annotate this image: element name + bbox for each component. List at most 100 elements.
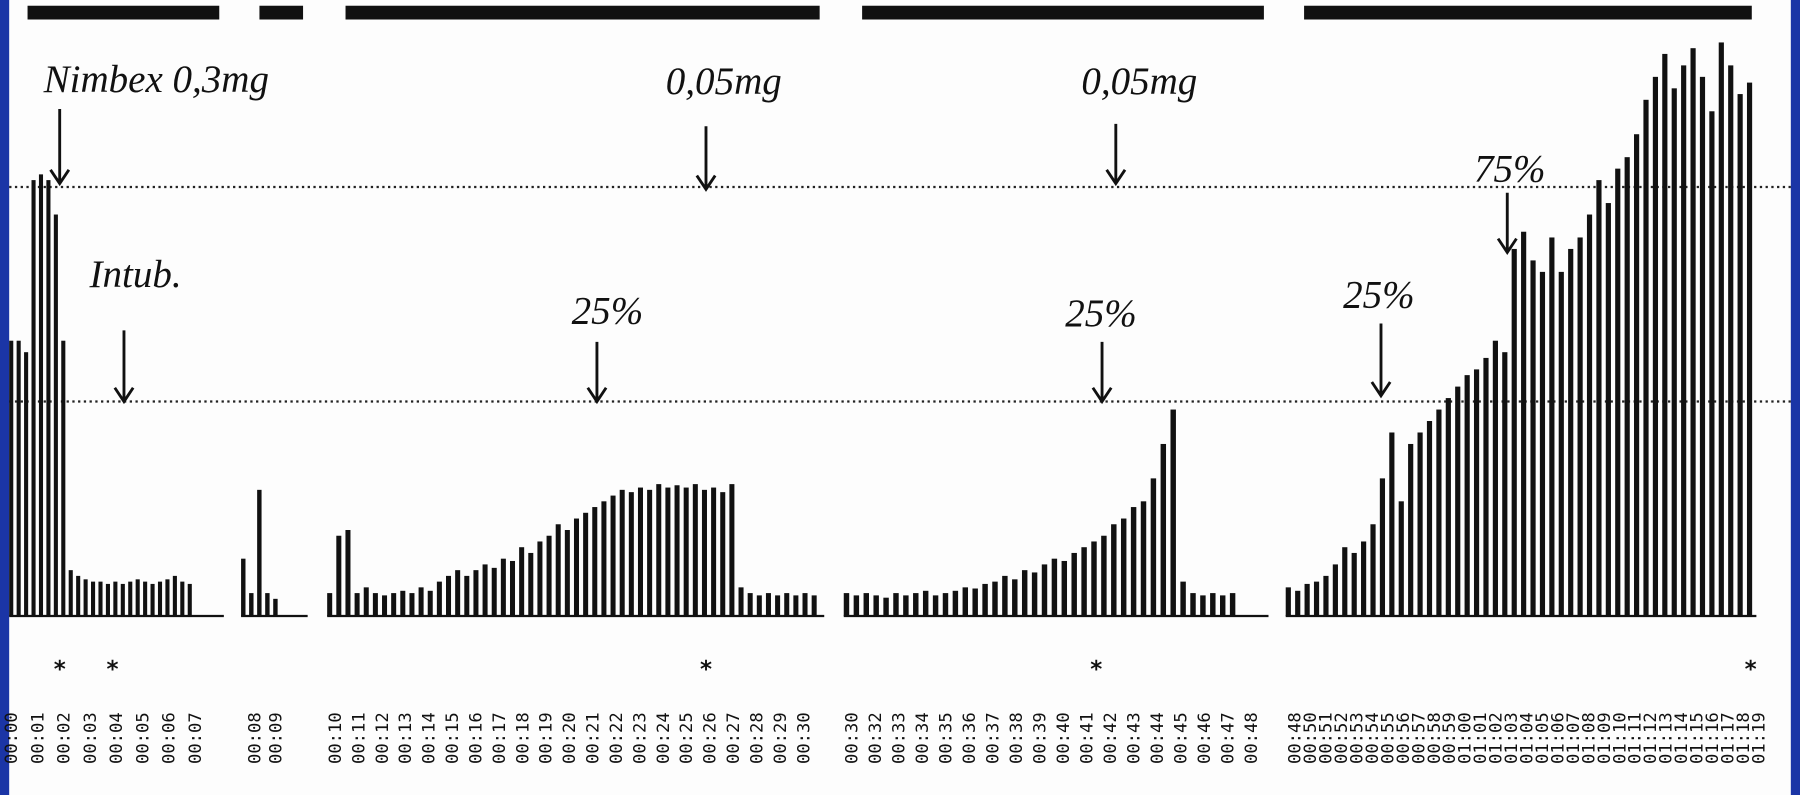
twitch-bar [372, 593, 378, 617]
time-label: 00:16 [466, 712, 486, 764]
twitch-bar [1111, 524, 1117, 617]
twitch-bar [1140, 501, 1147, 617]
time-label: 00:19 [537, 712, 557, 764]
time-label: 01:09 [1595, 712, 1615, 764]
time-label: 00:36 [960, 712, 980, 764]
twitch-bar [61, 340, 66, 617]
twitch-bar [241, 558, 246, 617]
twitch-bar [1370, 524, 1376, 617]
twitch-bar [1031, 572, 1038, 617]
header-strip [259, 5, 304, 20]
time-label: 00:43 [1125, 712, 1145, 764]
twitch-bar [546, 535, 552, 617]
twitch-bar [1295, 590, 1301, 617]
twitch-bar [601, 501, 607, 617]
twitch-bar [1624, 157, 1630, 617]
twitch-bar [756, 595, 762, 617]
time-label: 00:39 [1031, 712, 1051, 764]
twitch-bar [1361, 541, 1367, 617]
arrow [695, 126, 717, 192]
twitch-bar [482, 564, 488, 617]
time-label: 00:30 [843, 712, 863, 764]
twitch-bar [1539, 271, 1546, 617]
twitch-bar [24, 352, 29, 617]
time-label: 00:17 [490, 712, 510, 764]
twitch-bar [747, 593, 753, 617]
twitch-bar [1464, 375, 1470, 617]
time-label: 00:40 [1054, 712, 1074, 764]
time-label: 00:44 [1148, 712, 1168, 764]
twitch-bar [972, 588, 978, 617]
twitch-bar [1728, 65, 1734, 617]
twitch-bar [863, 593, 869, 617]
time-label: 01:01 [1471, 712, 1491, 764]
twitch-bar [409, 593, 415, 617]
twitch-bar [1746, 82, 1753, 617]
twitch-bar [1389, 432, 1395, 617]
twitch-bar [1071, 552, 1077, 617]
time-label: 00:46 [1195, 712, 1215, 764]
twitch-bar [555, 524, 561, 617]
time-label: 00:09 [266, 712, 286, 764]
annotation: 75% [1474, 147, 1546, 190]
twitch-bar [784, 593, 790, 617]
time-label: 00:24 [654, 712, 674, 764]
twitch-bar [1634, 134, 1640, 617]
twitch-bar [711, 487, 717, 617]
time-label: 00:01 [28, 712, 48, 764]
twitch-bar [1332, 564, 1338, 617]
twitch-bar [509, 560, 516, 617]
time-label: 00:29 [771, 712, 791, 764]
twitch-bar [1483, 357, 1489, 617]
twitch-bar [1408, 443, 1414, 617]
time-label: 00:42 [1101, 712, 1121, 764]
twitch-bar [583, 512, 589, 617]
annotation: 0,05mg [666, 60, 782, 103]
twitch-bar [628, 492, 634, 617]
twitch-bar [1313, 581, 1320, 617]
twitch-bar [391, 593, 397, 617]
time-label: 01:17 [1718, 712, 1738, 764]
twitch-bar [665, 487, 671, 617]
twitch-bar [537, 541, 543, 617]
twitch-bar [913, 593, 919, 617]
event-mark: * [1090, 657, 1102, 683]
twitch-bar [1351, 552, 1357, 617]
twitch-bar [53, 214, 58, 617]
twitch-bar [354, 593, 360, 617]
twitch-bar [436, 581, 442, 617]
time-label: 00:53 [1347, 712, 1367, 764]
twitch-bar [446, 575, 452, 617]
twitch-bar [1219, 595, 1226, 617]
twitch-bar [500, 558, 506, 617]
twitch-bar [1342, 547, 1348, 617]
annotation: 25% [572, 290, 644, 333]
time-label: 00:23 [630, 712, 650, 764]
twitch-bar [922, 590, 929, 617]
event-mark: * [106, 657, 118, 683]
twitch-bar [592, 507, 598, 617]
twitch-bar [573, 518, 580, 617]
twitch-bar [765, 593, 771, 617]
time-label: 01:08 [1579, 712, 1599, 764]
time-label: 01:05 [1533, 712, 1553, 764]
twitch-bar [1549, 237, 1555, 617]
twitch-bar [1417, 432, 1423, 617]
twitch-bar [1210, 593, 1216, 617]
twitch-bar [98, 581, 103, 617]
twitch-bar [249, 593, 254, 617]
twitch-bar [1180, 581, 1186, 617]
twitch-bar [1652, 76, 1659, 617]
twitch-bar [455, 570, 461, 617]
twitch-bar [327, 593, 333, 617]
time-label: 00:35 [937, 712, 957, 764]
arrow [1091, 341, 1113, 405]
time-label: 00:05 [133, 712, 153, 764]
twitch-bar [1699, 76, 1706, 617]
arrow [113, 330, 135, 405]
time-label: 00:38 [1007, 712, 1027, 764]
header-strip [345, 5, 820, 20]
twitch-bar [1445, 398, 1451, 617]
twitch-bar [1200, 595, 1206, 617]
